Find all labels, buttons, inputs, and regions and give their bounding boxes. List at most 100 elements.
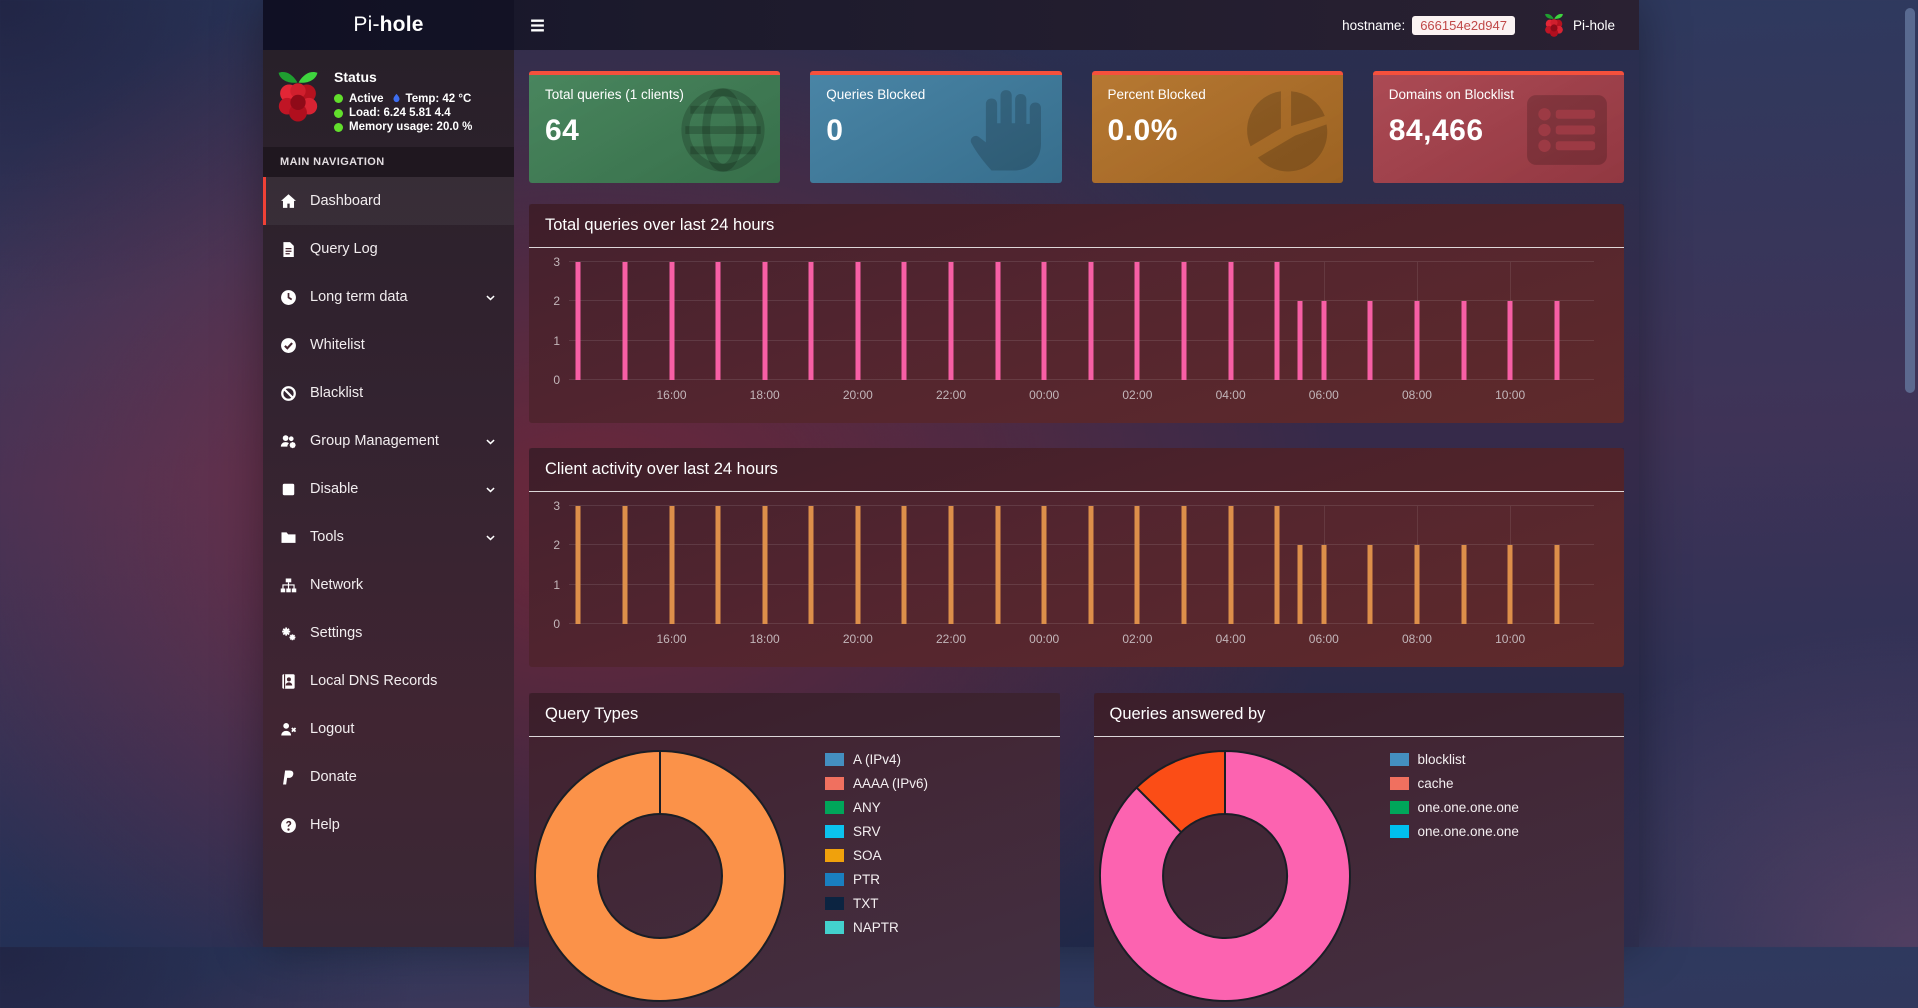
x-axis-tick-label: 22:00 [936,632,967,646]
sidebar-toggle-button[interactable] [514,0,560,50]
bar[interactable] [762,506,768,624]
sidebar-item-query-log[interactable]: Query Log [263,225,514,273]
stat-card-label: Domains on Blocklist [1388,87,1515,102]
bar[interactable] [1088,262,1094,380]
donut-chart-svg[interactable] [533,749,787,1003]
sidebar-item-logout[interactable]: Logout [263,705,514,753]
legend-item-srv[interactable]: SRV [825,824,928,839]
bar[interactable] [715,506,721,624]
y-axis-tick-label: 3 [553,255,560,269]
bar[interactable] [1088,506,1094,624]
status-title: Status [334,69,377,85]
stat-card-value: 84,466 [1388,114,1484,147]
legend-item-naptr[interactable]: NAPTR [825,920,928,935]
gridline [569,261,1594,262]
sidebar-item-tools[interactable]: Tools [263,513,514,561]
sidebar-item-settings[interactable]: Settings [263,609,514,657]
sidebar-item-whitelist[interactable]: Whitelist [263,321,514,369]
bar[interactable] [855,506,861,624]
bar[interactable] [622,506,628,624]
bar[interactable] [808,262,814,380]
bar[interactable] [948,506,954,624]
bar[interactable] [622,262,628,380]
paypal-icon [283,769,294,785]
bar[interactable] [575,506,581,624]
sidebar-item-label: Disable [310,481,359,497]
bar[interactable] [1274,262,1280,380]
legend-item-blocklist[interactable]: blocklist [1389,752,1519,767]
bar[interactable] [1507,301,1513,380]
legend-swatch [825,897,844,910]
bar[interactable] [1134,506,1140,624]
bar[interactable] [1228,262,1234,380]
status-line-active: Active Temp: 42 °C [334,92,472,105]
bar[interactable] [1461,545,1467,624]
globe-icon [681,88,765,172]
bar[interactable] [1554,545,1560,624]
bar[interactable] [575,262,581,380]
bar[interactable] [1041,262,1047,380]
legend-item-aaaa-ipv6[interactable]: AAAA (IPv6) [825,776,928,791]
legend-item-one-one-one-one[interactable]: one.one.one.one [1389,824,1519,839]
legend-item-txt[interactable]: TXT [825,896,928,911]
bar[interactable] [669,262,674,380]
legend-item-any[interactable]: ANY [825,800,928,815]
bar[interactable] [1461,301,1467,380]
sidebar-item-help[interactable]: Help [263,801,514,849]
bar[interactable] [1414,545,1420,624]
bar[interactable] [1367,301,1373,380]
user-logout-icon [281,722,297,735]
bar[interactable] [808,506,814,624]
sidebar-item-local-dns-records[interactable]: Local DNS Records [263,657,514,705]
app-brand[interactable]: Pi-hole [263,0,514,50]
page-scrollbar[interactable] [1905,8,1915,393]
bar[interactable] [669,506,674,624]
bar[interactable] [1181,262,1187,380]
bar[interactable] [1134,262,1140,380]
bar[interactable] [901,262,907,380]
sidebar-menu: Dashboard Query Log Long term data Whitelis… [263,177,514,849]
bar[interactable] [1367,545,1373,624]
panel-client-activity: Client activity over last 24 hours 0 1 2 3 1… [529,448,1624,667]
legend-item-ptr[interactable]: PTR [825,872,928,887]
sidebar-item-group-management[interactable]: Group Management [263,417,514,465]
bar[interactable] [1321,545,1327,624]
legend-item-cache[interactable]: cache [1389,776,1519,791]
bar[interactable] [1321,301,1327,380]
sidebar-item-donate[interactable]: Donate [263,753,514,801]
query-types-donut-chart [533,749,787,1003]
sidebar-item-network[interactable]: Network [263,561,514,609]
bar[interactable] [762,262,768,380]
bar[interactable] [1297,545,1303,624]
bar[interactable] [715,262,721,380]
sidebar-item-disable[interactable]: Disable [263,465,514,513]
legend-item-a-ipv4[interactable]: A (IPv4) [825,752,928,767]
x-axis-tick-label: 08:00 [1401,388,1432,402]
y-axis-tick-label: 1 [553,333,560,348]
bar[interactable] [995,506,1001,624]
legend-label: SRV [853,824,881,839]
x-axis-tick-label: 08:00 [1401,632,1432,646]
sidebar-item-dashboard[interactable]: Dashboard [263,177,514,225]
bar[interactable] [948,262,954,380]
donut-chart-svg[interactable] [1098,749,1352,1003]
legend-item-soa[interactable]: SOA [825,848,928,863]
sidebar-item-long-term-data[interactable]: Long term data [263,273,514,321]
bar[interactable] [855,262,861,380]
y-axis-tick-label: 3 [553,499,560,513]
bar[interactable] [1554,301,1560,380]
sidebar-item-blacklist[interactable]: Blacklist [263,369,514,417]
bar[interactable] [995,262,1001,380]
y-axis-tick-label: 0 [553,373,560,387]
bar[interactable] [1297,301,1303,380]
bar[interactable] [1414,301,1420,380]
legend-item-one-one-one-one[interactable]: one.one.one.one [1389,800,1519,815]
bar[interactable] [1041,506,1047,624]
bar[interactable] [1507,545,1513,624]
hand-icon [970,90,1041,171]
bar[interactable] [1181,506,1187,624]
pihole-logo-icon [1543,12,1565,38]
bar[interactable] [1274,506,1280,624]
bar[interactable] [901,506,907,624]
bar[interactable] [1228,506,1234,624]
